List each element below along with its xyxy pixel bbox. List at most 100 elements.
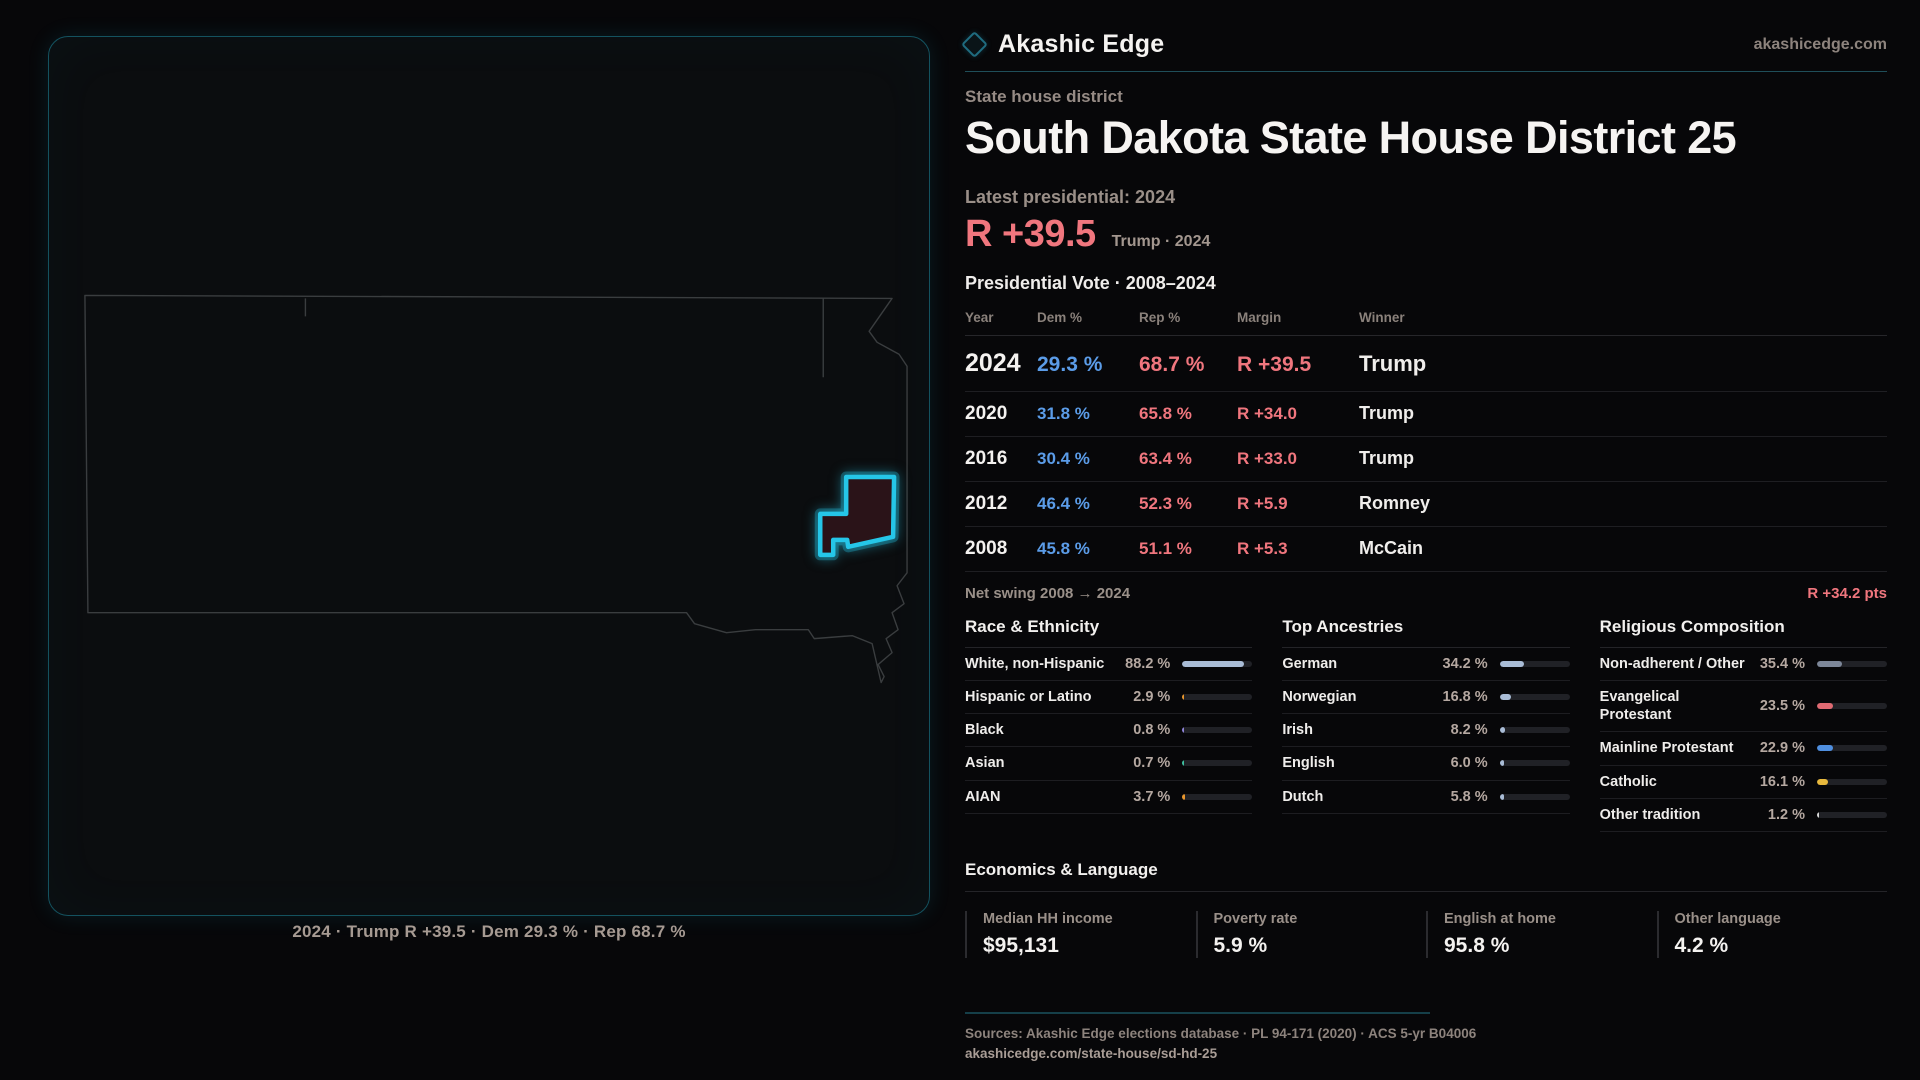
cell-rep: 63.4 % — [1139, 449, 1192, 468]
mini-bar — [1817, 703, 1887, 710]
list-item: Dutch 5.8 % — [1282, 781, 1570, 814]
col-dem: Dem % — [1037, 310, 1083, 325]
cell-rep: 65.8 % — [1139, 404, 1192, 423]
cell-margin: R +34.0 — [1237, 404, 1298, 423]
kicker: State house district — [965, 87, 1123, 106]
mini-bar — [1499, 661, 1570, 668]
sources-text: Sources: Akashic Edge elections database… — [965, 1025, 1477, 1041]
demo-value: 0.8 % — [1133, 722, 1171, 739]
mini-bar — [1817, 778, 1887, 785]
demo-value: 6.0 % — [1450, 755, 1488, 772]
cell-winner: Trump — [1359, 403, 1415, 423]
list-item: Irish 8.2 % — [1282, 714, 1570, 748]
demo-label: German — [1282, 656, 1338, 672]
cell-dem: 46.4 % — [1037, 494, 1090, 513]
mini-bar — [1182, 694, 1253, 701]
cell-margin: R +39.5 — [1237, 353, 1312, 376]
stat-cell: Median HH income $95,131 — [965, 910, 1196, 958]
demo-label: Irish — [1282, 722, 1313, 739]
map-caption: 2024 · Trump R +39.5 · Dem 29.3 % · Rep … — [292, 922, 686, 941]
demo-value: 34.2 % — [1442, 656, 1488, 673]
page-title: South Dakota State House District 25 — [965, 112, 1737, 163]
demo-value: 2.9 % — [1133, 689, 1171, 706]
demo-label: Black — [965, 722, 1004, 739]
cell-margin: R +5.3 — [1237, 539, 1288, 558]
demo-value: 0.7 % — [1133, 755, 1171, 772]
site-domain-link[interactable]: akashicedge.com — [1753, 35, 1887, 53]
list-item: AIAN 3.7 % — [965, 781, 1253, 814]
vote-table-header: Year Dem % Rep % Margin Winner — [965, 305, 1887, 336]
list-item: German 34.2 % — [1282, 648, 1570, 682]
cell-year: 2008 — [965, 538, 1008, 559]
list-item: Asian 0.7 % — [965, 747, 1253, 781]
mini-bar — [1817, 745, 1887, 752]
demo-value: 5.8 % — [1450, 788, 1488, 805]
table-row: 2012 46.4 % 52.3 % R +5.9 Romney — [965, 482, 1887, 527]
demo-value: 8.2 % — [1450, 722, 1488, 739]
demo-value: 3.7 % — [1133, 788, 1171, 805]
cell-dem: 45.8 % — [1037, 539, 1090, 558]
demo-label: Dutch — [1282, 788, 1324, 805]
net-swing-label: Net swing 2008 → 2024 — [965, 585, 1131, 602]
demo-value: 16.1 % — [1759, 773, 1805, 790]
cell-year: 2020 — [965, 403, 1008, 424]
cell-year: 2012 — [965, 493, 1008, 514]
section-title: Economics & Language — [965, 860, 1887, 892]
mini-bar — [1499, 793, 1570, 800]
stat-value: 4.2 % — [1674, 933, 1729, 957]
permalink[interactable]: akashicedge.com/state-house/sd-hd-25 — [965, 1045, 1218, 1061]
brand-name: Akashic Edge — [998, 30, 1165, 58]
cell-margin: R +33.0 — [1237, 449, 1298, 468]
stat-value: $95,131 — [983, 933, 1059, 957]
section-title: Race & Ethnicity — [965, 617, 1253, 648]
cell-dem: 30.4 % — [1037, 449, 1090, 468]
stat-label: Poverty rate — [1213, 910, 1298, 927]
col-margin: Margin — [1237, 310, 1282, 325]
demo-label: Hispanic or Latino — [965, 689, 1092, 706]
list-item: Mainline Protestant 22.9 % — [1599, 732, 1887, 766]
mini-bar — [1182, 760, 1253, 767]
cell-dem: 29.3 % — [1037, 353, 1103, 376]
cell-winner: Trump — [1359, 448, 1415, 468]
headline-note: Trump · 2024 — [1111, 233, 1211, 250]
list-item: Norwegian 16.8 % — [1282, 681, 1570, 715]
vote-table-title: Presidential Vote · 2008–2024 — [965, 273, 1216, 293]
mini-bar — [1817, 811, 1887, 818]
stat-value: 5.9 % — [1213, 933, 1268, 957]
brand-diamond-icon — [961, 31, 988, 58]
economics-stats: Median HH income $95,131 Poverty rate 5.… — [965, 910, 1887, 958]
demo-value: 16.8 % — [1442, 689, 1488, 706]
list-item: Black 0.8 % — [965, 714, 1253, 748]
state-outline — [84, 294, 908, 684]
demo-label: Norwegian — [1282, 689, 1357, 706]
race-ethnicity-column: Race & Ethnicity White, non-Hispanic 88.… — [965, 617, 1253, 832]
stat-label: Median HH income — [983, 910, 1113, 927]
list-item: Catholic 16.1 % — [1599, 766, 1887, 799]
list-item: Other tradition 1.2 % — [1599, 799, 1887, 832]
stat-value: 95.8 % — [1444, 933, 1510, 957]
demo-label: AIAN — [965, 788, 1001, 805]
cell-winner: Romney — [1359, 493, 1431, 513]
list-item: English 6.0 % — [1282, 747, 1570, 781]
mini-bar — [1817, 661, 1887, 668]
demo-label: White, non-Hispanic — [965, 656, 1105, 672]
cell-dem: 31.8 % — [1037, 404, 1090, 423]
section-title: Religious Composition — [1599, 617, 1887, 648]
headline-margin: R +39.5 — [965, 213, 1096, 255]
cell-rep: 51.1 % — [1139, 539, 1192, 558]
cell-rep: 52.3 % — [1139, 494, 1192, 513]
district-map-panel — [48, 36, 930, 916]
mini-bar — [1499, 694, 1570, 701]
cell-winner: McCain — [1359, 538, 1424, 558]
footer-divider — [965, 1011, 1430, 1014]
demographics-section: Race & Ethnicity White, non-Hispanic 88.… — [965, 617, 1887, 832]
demo-label: Non-adherent / Other — [1599, 656, 1745, 672]
footer: Sources: Akashic Edge elections database… — [965, 1011, 1887, 1061]
table-row: 2016 30.4 % 63.4 % R +33.0 Trump — [965, 437, 1887, 482]
demo-label: Mainline Protestant — [1599, 740, 1734, 757]
mini-bar — [1182, 727, 1253, 734]
district-25-shape[interactable] — [818, 474, 897, 558]
list-item: Hispanic or Latino 2.9 % — [965, 681, 1253, 715]
detail-panel: Akashic Edge akashicedge.com State house… — [961, 30, 1887, 1061]
mini-bar — [1182, 793, 1253, 800]
